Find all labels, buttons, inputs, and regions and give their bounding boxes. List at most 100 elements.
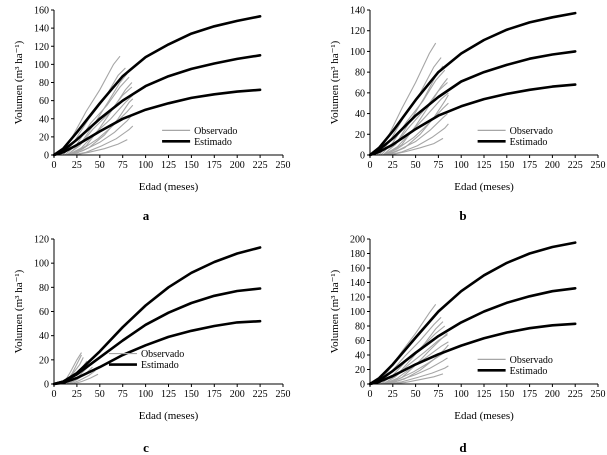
x-tick-label: 25 xyxy=(388,389,398,400)
estimated-line-c-2 xyxy=(52,287,262,386)
x-tick-label: 200 xyxy=(230,389,245,400)
observed-line-b-12 xyxy=(387,94,449,156)
estimated-line-b-3 xyxy=(368,83,577,157)
y-tick-label: 40 xyxy=(39,331,49,342)
observed-line-a-6 xyxy=(68,104,134,156)
estimated-line-a-2 xyxy=(52,53,262,157)
legend-estimated-label: Estimado xyxy=(510,366,548,377)
y-tick-label: 40 xyxy=(355,109,365,120)
panel-label: d xyxy=(459,440,467,455)
x-tick-label: 225 xyxy=(253,389,268,400)
y-tick-label: 120 xyxy=(34,235,49,246)
y-tick-label: 200 xyxy=(350,235,365,246)
y-axis-title: Volumen (m³ ha⁻¹) xyxy=(13,269,25,353)
observed-line-a-12 xyxy=(72,98,134,156)
observed-line-d-8 xyxy=(388,365,449,385)
observed-line-a-9 xyxy=(74,139,128,156)
x-tick-label: 250 xyxy=(591,389,606,400)
y-tick-label: 120 xyxy=(350,26,365,37)
x-tick-label: 125 xyxy=(161,160,176,171)
observed-line-d-9 xyxy=(390,373,444,385)
x-tick-label: 250 xyxy=(276,160,291,171)
x-tick-label: 250 xyxy=(591,160,606,171)
estimated-line-d-1 xyxy=(368,241,577,386)
y-tick-label: 80 xyxy=(355,322,365,333)
y-tick-label: 160 xyxy=(34,6,49,17)
y-tick-label: 140 xyxy=(350,6,365,17)
y-tick-label: 180 xyxy=(350,249,365,260)
y-tick-label: 80 xyxy=(39,78,49,89)
observed-line-a-11 xyxy=(70,82,133,156)
estimated-line-d-3 xyxy=(368,322,577,386)
estimated-line-c-3 xyxy=(52,319,262,386)
x-tick-label: 200 xyxy=(230,160,245,171)
y-tick-label: 60 xyxy=(355,336,365,347)
y-tick-label: 60 xyxy=(39,96,49,107)
y-tick-label: 120 xyxy=(350,293,365,304)
x-tick-label: 100 xyxy=(454,160,469,171)
y-tick-label: 0 xyxy=(44,151,49,162)
estimated-line-a-1 xyxy=(52,14,262,157)
x-tick-label: 150 xyxy=(184,389,199,400)
observed-line-c-7 xyxy=(72,373,99,385)
y-axis-title: Volumen (m³ ha⁻¹) xyxy=(329,40,341,124)
y-tick-label: 60 xyxy=(355,88,365,99)
legend-observed-label: Observado xyxy=(510,126,553,137)
x-tick-label: 75 xyxy=(118,389,128,400)
observed-line-d-1 xyxy=(376,303,437,385)
y-tick-label: 140 xyxy=(34,24,49,35)
x-tick-label: 150 xyxy=(499,389,514,400)
x-tick-label: 100 xyxy=(138,389,153,400)
y-axis-title: Volumen (m³ ha⁻¹) xyxy=(329,269,341,353)
x-axis-title: Edad (meses) xyxy=(139,181,199,193)
y-tick-label: 140 xyxy=(350,278,365,289)
panel-label: b xyxy=(459,208,466,223)
y-tick-label: 100 xyxy=(34,60,49,71)
chart-panel-c: 0 25 50 75 100 125 150 175 200 225 250 0 20 40 60 80 100… xyxy=(13,235,291,455)
y-tick-label: 0 xyxy=(360,151,365,162)
y-tick-label: 0 xyxy=(44,380,49,391)
x-axis-title: Edad (meses) xyxy=(454,181,514,193)
y-tick-label: 40 xyxy=(39,114,49,125)
y-tick-label: 100 xyxy=(34,259,49,270)
observed-line-b-9 xyxy=(389,137,444,156)
y-tick-label: 100 xyxy=(350,47,365,58)
observed-line-a-10 xyxy=(67,73,128,156)
panel-label: a xyxy=(143,208,150,223)
y-tick-label: 20 xyxy=(355,130,365,141)
y-tick-label: 80 xyxy=(355,68,365,79)
observed-line-b-11 xyxy=(386,78,448,156)
legend-estimated-label: Estimado xyxy=(510,137,548,148)
estimated-line-b-2 xyxy=(368,50,577,157)
x-tick-label: 125 xyxy=(161,389,176,400)
y-axis-title: Volumen (m³ ha⁻¹) xyxy=(13,40,25,124)
observed-line-b-8 xyxy=(388,123,449,156)
x-tick-label: 75 xyxy=(433,160,443,171)
x-tick-label: 25 xyxy=(72,160,82,171)
y-tick-label: 160 xyxy=(350,264,365,275)
y-tick-label: 20 xyxy=(355,365,365,376)
observed-line-d-11 xyxy=(386,332,448,385)
chart-panel-b: 0 25 50 75 100 125 150 175 200 225 250 0 20 40 60 80 100… xyxy=(329,6,606,224)
x-tick-label: 0 xyxy=(368,160,373,171)
y-tick-label: 120 xyxy=(34,42,49,53)
observed-line-a-4 xyxy=(66,86,133,156)
x-tick-label: 50 xyxy=(95,389,105,400)
x-tick-label: 175 xyxy=(522,389,537,400)
x-tick-label: 150 xyxy=(499,160,514,171)
x-tick-label: 150 xyxy=(184,160,199,171)
x-tick-label: 25 xyxy=(388,160,398,171)
x-tick-label: 125 xyxy=(477,389,492,400)
x-tick-label: 175 xyxy=(207,160,222,171)
observed-line-c-6 xyxy=(70,370,96,385)
x-tick-label: 0 xyxy=(368,389,373,400)
x-tick-label: 225 xyxy=(568,389,583,400)
x-tick-label: 200 xyxy=(545,389,560,400)
panel-label: c xyxy=(143,440,149,455)
y-tick-label: 20 xyxy=(39,355,49,366)
